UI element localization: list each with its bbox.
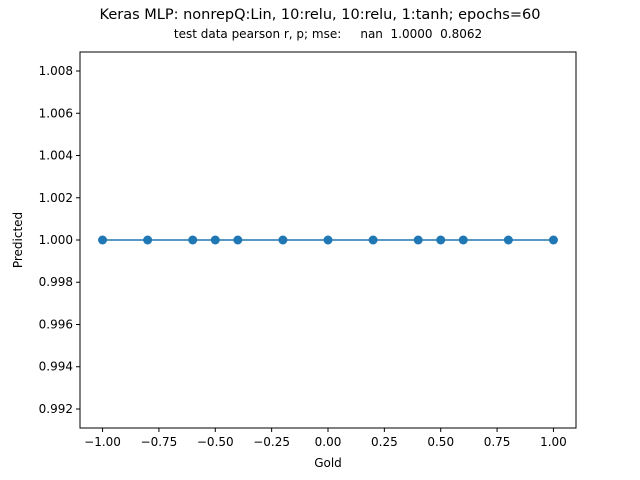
scatter-point [503,235,513,245]
y-tick-label: 0.992 [39,402,73,416]
y-tick-label: 1.004 [39,149,73,163]
x-tick-label: −1.00 [84,435,121,449]
x-tick-label: 0.50 [427,435,454,449]
y-tick-label: 1.006 [39,106,73,120]
x-tick-label: 0.75 [484,435,511,449]
scatter-point [368,235,378,245]
scatter-point [458,235,468,245]
plot-frame [79,51,577,429]
x-tick-label: 0.00 [315,435,342,449]
scatter-point [323,235,333,245]
y-tick-label: 0.994 [39,360,73,374]
x-tick-label: 1.00 [540,435,567,449]
y-tick-label: 1.000 [39,233,73,247]
x-tick-label: −0.75 [141,435,178,449]
y-tick-label: 1.002 [39,191,73,205]
scatter-point [233,235,243,245]
scatter-point [413,235,423,245]
plot-area [98,235,558,245]
x-tick-label: 0.25 [371,435,398,449]
scatter-point [98,235,108,245]
scatter-point [210,235,220,245]
chart-title: Keras MLP: nonrepQ:Lin, 10:relu, 10:relu… [99,7,541,23]
scatter-point [278,235,288,245]
scatter-point [436,235,446,245]
scatter-point [548,235,558,245]
x-tick-label: −0.50 [197,435,234,449]
x-axis: −1.00 −0.75 −0.50 −0.25 0.00 0.25 0.50 0.75 1.00 [84,428,567,449]
chart-subtitle: test data pearson r, p; mse: nan 1.0000 … [173,27,483,41]
x-tick-label: −0.25 [253,435,290,449]
y-tick-label: 0.996 [39,317,73,331]
x-axis-label: Gold [314,456,342,470]
y-axis: 0.992 0.994 0.996 0.998 1.000 1.002 1.004 1.006… [39,64,80,416]
scatter-point [143,235,153,245]
y-tick-label: 0.998 [39,275,73,289]
y-axis-label: Predicted [11,212,25,268]
y-tick-label: 1.008 [39,64,73,78]
scatter-point [188,235,198,245]
